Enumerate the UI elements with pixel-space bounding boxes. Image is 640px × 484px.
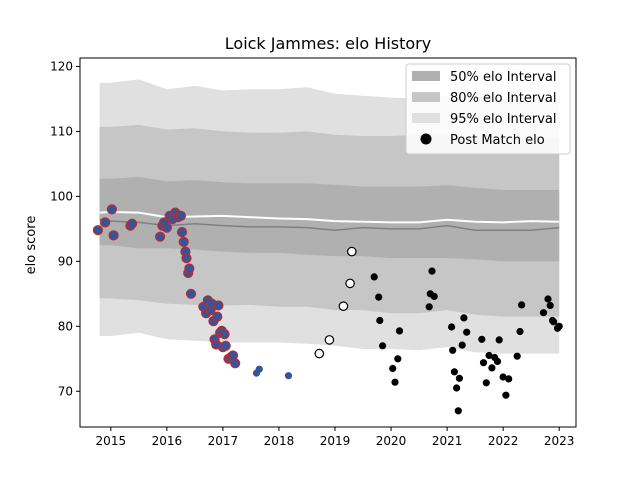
- data-point: [517, 301, 526, 309]
- x-tick-label: 2021: [432, 434, 463, 448]
- x-tick-label: 2022: [488, 434, 519, 448]
- data-point: [549, 318, 558, 326]
- data-point: [447, 323, 456, 331]
- y-tick-label: 100: [50, 189, 73, 203]
- data-point: [395, 327, 404, 335]
- data-point: [544, 295, 552, 303]
- data-point: [376, 316, 384, 325]
- data-point: [455, 374, 463, 382]
- y-axis: 70 80 90 100 110 120: [50, 59, 80, 398]
- data-point: [479, 359, 488, 367]
- data-point: [155, 231, 166, 242]
- data-point: [106, 204, 118, 215]
- data-point: [178, 236, 189, 247]
- legend-label: 95% elo Interval: [450, 112, 557, 127]
- data-point: [181, 253, 192, 264]
- data-point: [92, 225, 104, 236]
- data-point: [184, 263, 195, 274]
- data-point: [284, 372, 293, 380]
- data-point: [482, 379, 490, 387]
- band-50: [99, 176, 560, 262]
- legend-swatch: [412, 113, 440, 123]
- data-point: [425, 303, 433, 311]
- data-point: [488, 364, 496, 372]
- data-point: [389, 364, 397, 373]
- data-point: [314, 348, 325, 359]
- data-point: [176, 227, 188, 238]
- legend-label: 50% elo Interval: [450, 70, 557, 85]
- data-point: [378, 342, 387, 350]
- data-point: [370, 273, 378, 281]
- data-point: [505, 375, 513, 383]
- y-tick-label: 80: [58, 319, 73, 333]
- legend-swatch: [412, 92, 440, 102]
- data-point: [458, 341, 466, 349]
- data-point: [212, 311, 223, 322]
- x-tick-label: 2016: [152, 434, 183, 448]
- y-tick-label: 90: [58, 254, 73, 268]
- y-tick-label: 70: [58, 384, 73, 398]
- data-point: [546, 301, 554, 310]
- x-tick-label: 2020: [376, 434, 407, 448]
- data-point: [539, 309, 548, 317]
- legend-label: Post Match elo: [450, 133, 545, 148]
- legend-label: 80% elo Interval: [450, 91, 557, 106]
- data-point: [454, 407, 462, 415]
- data-point: [161, 222, 172, 233]
- y-tick-label: 110: [50, 124, 73, 138]
- x-tick-label: 2019: [320, 434, 351, 448]
- legend-swatch: [412, 71, 440, 81]
- data-point: [391, 378, 399, 386]
- data-point: [175, 210, 186, 221]
- data-point: [449, 346, 457, 354]
- data-point: [375, 293, 383, 301]
- data-point: [394, 355, 402, 363]
- data-point: [428, 267, 436, 275]
- data-point: [450, 368, 458, 376]
- legend-marker: [420, 133, 432, 145]
- data-point: [230, 358, 241, 369]
- post-match-points: [92, 204, 563, 415]
- mean-line: [99, 210, 560, 224]
- data-point: [513, 352, 521, 360]
- data-point: [185, 288, 197, 299]
- data-point: [495, 336, 503, 344]
- data-point: [478, 335, 486, 343]
- data-point: [100, 217, 111, 228]
- plot-frame: [79, 57, 577, 428]
- data-point: [338, 301, 349, 311]
- legend: 50% elo Interval 80% elo Interval 95% elo …: [405, 63, 571, 155]
- data-point: [255, 365, 263, 373]
- x-tick-label: 2015: [96, 434, 127, 448]
- data-point: [324, 335, 335, 345]
- data-point: [127, 218, 138, 229]
- x-tick-label: 2017: [208, 434, 239, 448]
- data-point: [452, 384, 461, 392]
- data-point: [502, 391, 510, 399]
- x-tick-label: 2023: [544, 434, 575, 448]
- data-point: [220, 340, 231, 351]
- x-tick-label: 2018: [264, 434, 295, 448]
- chart-title: Loick Jammes: elo History: [225, 34, 431, 53]
- data-point: [555, 322, 563, 330]
- data-point: [346, 246, 357, 257]
- data-point: [345, 278, 355, 289]
- y-tick-label: 120: [50, 59, 73, 73]
- data-point: [108, 230, 119, 241]
- data-point: [219, 329, 230, 340]
- data-point: [213, 300, 224, 311]
- data-point: [493, 357, 502, 365]
- data-point: [463, 328, 471, 336]
- y-axis-label: elo score: [24, 216, 39, 275]
- data-point: [516, 327, 524, 336]
- data-point: [430, 292, 438, 300]
- legend-box: [405, 63, 571, 155]
- data-point: [460, 314, 468, 322]
- x-axis: 2015 2016 2017 2018 2019 2020 2021 2022 2023: [96, 427, 575, 448]
